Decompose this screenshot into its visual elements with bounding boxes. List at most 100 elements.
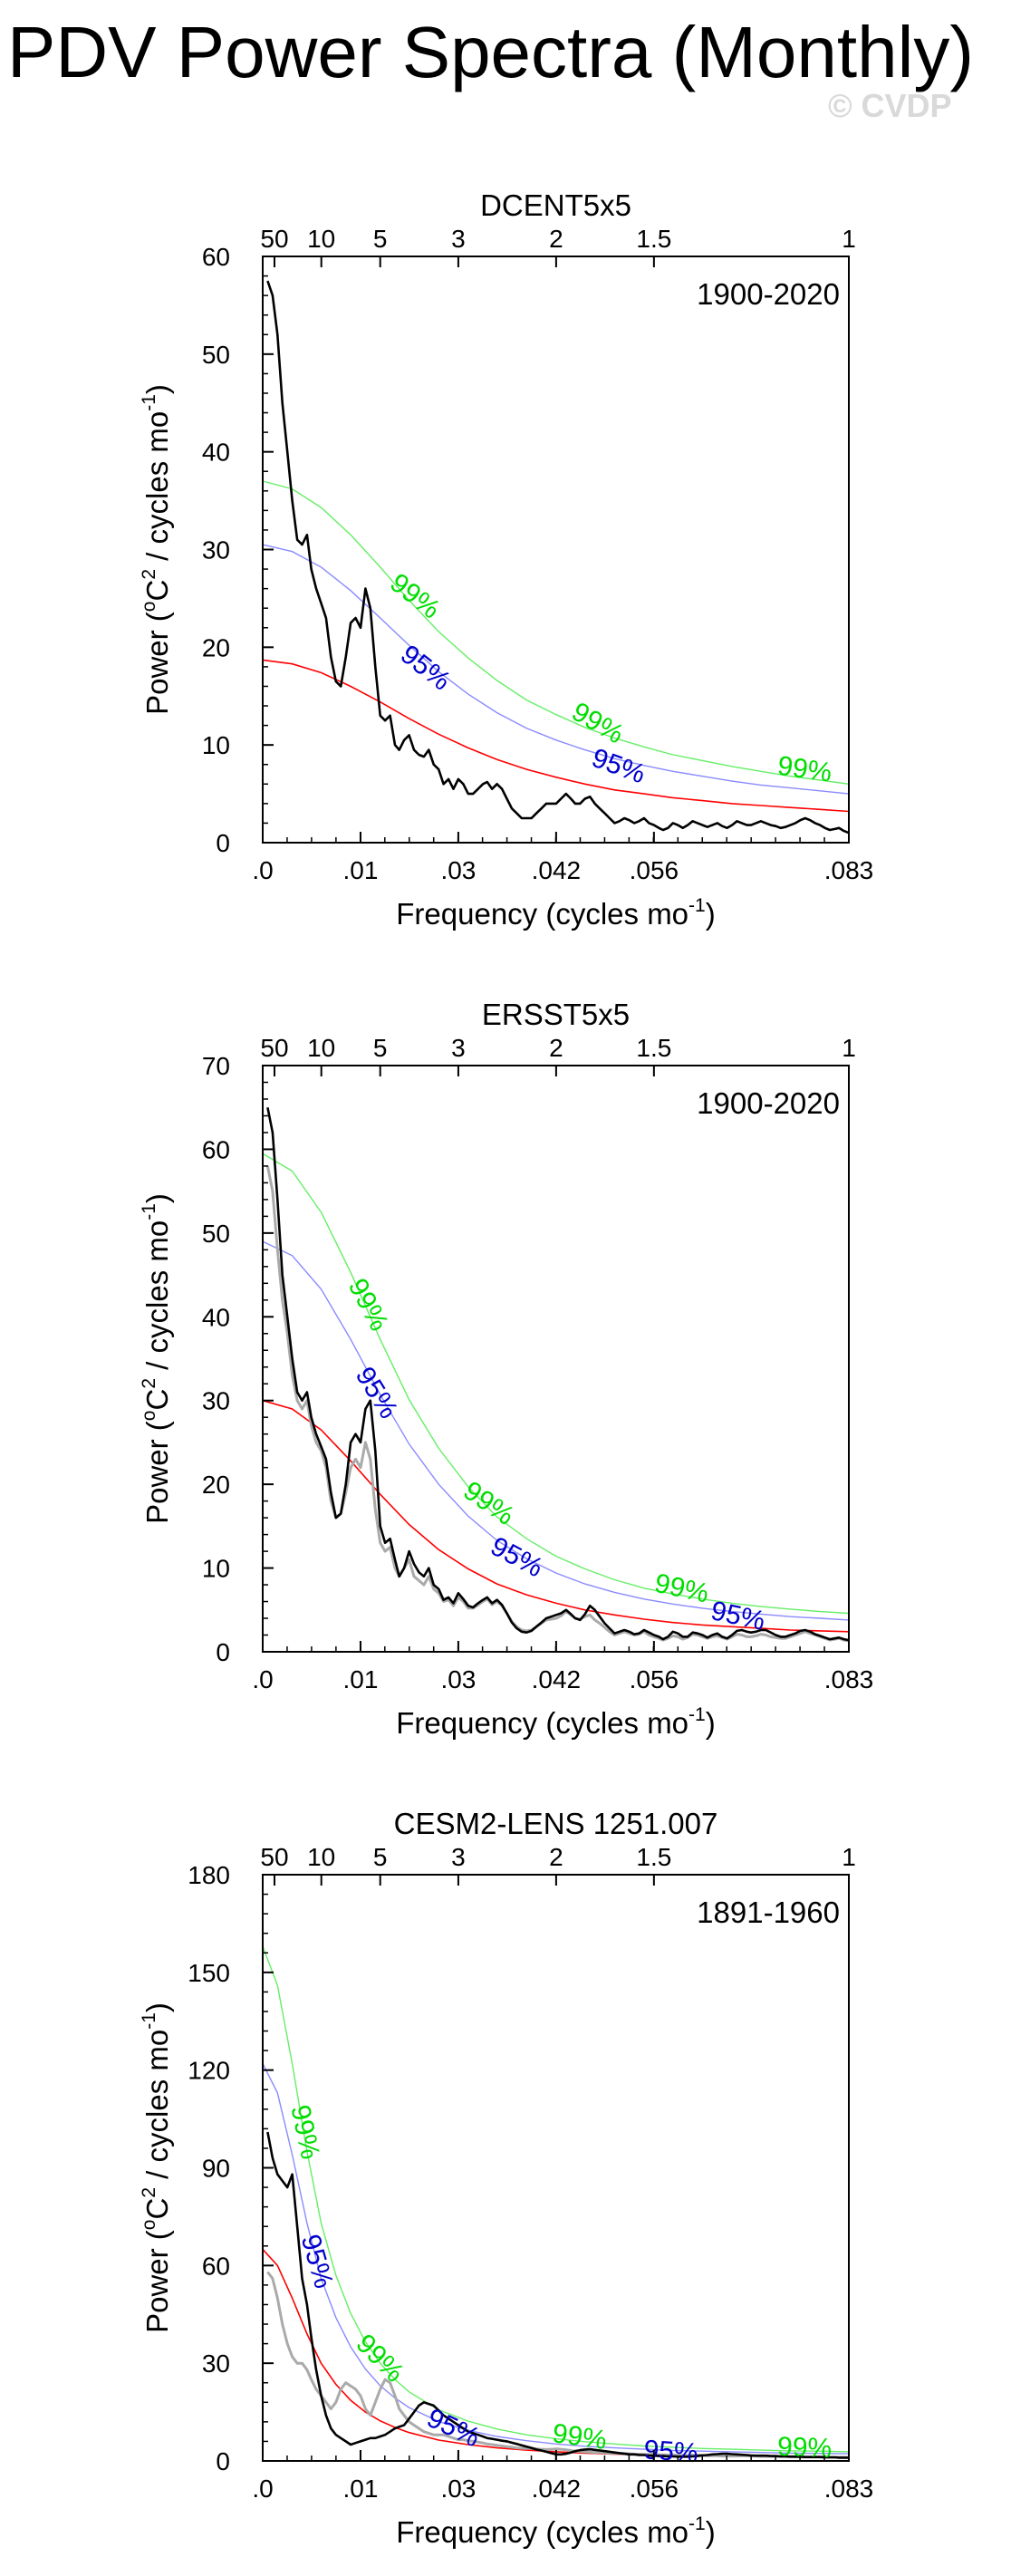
ci95-curve — [262, 1240, 850, 1621]
x-axis-label: Frequency (cycles mo-1) — [396, 895, 715, 931]
top-tick-label: 1 — [842, 1843, 856, 1871]
top-tick-label: 1.5 — [636, 1843, 671, 1871]
ci95-curve — [262, 2063, 850, 2455]
y-tick-label: 20 — [202, 633, 230, 661]
ci-label-95: 95% — [295, 2231, 339, 2291]
x-tick-label: .0 — [252, 1665, 273, 1693]
period-label: 1891-1960 — [697, 1896, 840, 1929]
x-tick-label: .03 — [440, 856, 476, 884]
chart-title: DCENT5x5 — [480, 188, 631, 222]
y-tick-label: 70 — [202, 1052, 230, 1080]
ci-label-99: 99% — [457, 1476, 519, 1531]
y-tick-label: 60 — [202, 1135, 230, 1163]
x-axis-label: Frequency (cycles mo-1) — [396, 2513, 715, 2549]
y-tick-label: 0 — [216, 1638, 230, 1666]
x-tick-label: .042 — [532, 856, 582, 884]
red-noise-curve — [262, 659, 850, 813]
x-tick-label: .042 — [532, 2475, 582, 2503]
ci-label-99: 99% — [284, 2102, 325, 2162]
top-tick-label: 1 — [842, 1034, 856, 1062]
red-noise-curve — [262, 1399, 850, 1633]
chart-title: CESM2-LENS 1251.007 — [394, 1807, 718, 1840]
top-tick-label: 1.5 — [636, 1034, 671, 1062]
chart-title: ERSST5x5 — [482, 998, 630, 1031]
ci-label-95: 95% — [486, 1531, 548, 1583]
top-tick-label: 5 — [373, 1843, 388, 1871]
top-tick-label: 3 — [451, 1034, 466, 1062]
y-tick-label: 10 — [202, 731, 230, 759]
top-tick-label: 10 — [307, 225, 335, 253]
y-tick-label: 150 — [188, 1959, 230, 1987]
ci99-curve — [262, 480, 850, 785]
y-tick-label: 0 — [216, 829, 230, 857]
ci-label-99: 99% — [342, 1274, 394, 1336]
series-observed-line — [266, 280, 850, 835]
top-tick-label: 10 — [307, 1034, 335, 1062]
y-tick-label: 30 — [202, 536, 230, 564]
ci-label-95: 95% — [395, 640, 457, 697]
ci-label-99: 99% — [384, 568, 446, 625]
x-tick-label: .056 — [630, 2475, 679, 2503]
series-secondary-line — [265, 1165, 850, 1643]
x-tick-label: .0 — [252, 856, 273, 884]
top-tick-label: 10 — [307, 1843, 335, 1871]
ci-label-95: 95% — [422, 2403, 484, 2453]
y-axis-label: Power (oC2 / cycles mo-1) — [139, 1193, 174, 1524]
y-tick-label: 40 — [202, 1303, 230, 1331]
ci-label-95: 95% — [588, 743, 650, 790]
ci-label-99: 99% — [777, 2432, 833, 2464]
y-tick-label: 50 — [202, 341, 230, 369]
y-tick-label: 40 — [202, 439, 230, 467]
x-tick-label: .03 — [440, 1665, 476, 1693]
y-tick-label: 120 — [188, 2057, 230, 2085]
x-tick-label: .056 — [630, 856, 679, 884]
chart-panel-1: 99%95%99%95% 99%0102030405060.0.01.03.042… — [139, 188, 873, 931]
x-tick-label: .083 — [824, 1665, 874, 1693]
top-tick-label: 50 — [260, 1843, 288, 1871]
top-tick-label: 2 — [549, 1034, 563, 1062]
ci-label-95: 95% — [708, 1596, 768, 1636]
x-tick-label: .01 — [342, 2475, 378, 2503]
chart-panel-3: 99%95%99%95% 99% 95% 99%0306090120150180.0.… — [139, 1807, 873, 2549]
top-tick-label: 50 — [260, 1034, 288, 1062]
top-tick-label: 3 — [451, 1843, 466, 1871]
chart-panel-2: 99%95%99%95%99%95%010203040506070.0.01.0… — [139, 998, 873, 1740]
ci-label-95: 95% — [643, 2435, 699, 2468]
ci-label-99: 99% — [775, 751, 833, 788]
top-tick-label: 50 — [260, 225, 288, 253]
top-tick-label: 3 — [451, 225, 466, 253]
series-observed-line — [266, 2131, 849, 2459]
watermark-text: © CVDP — [828, 87, 952, 124]
top-tick-label: 2 — [549, 1843, 563, 1871]
y-tick-label: 90 — [202, 2155, 230, 2183]
x-tick-label: .056 — [630, 1665, 679, 1693]
y-tick-label: 60 — [202, 243, 230, 271]
y-tick-label: 0 — [216, 2447, 230, 2475]
y-axis-label: Power (oC2 / cycles mo-1) — [139, 2002, 174, 2333]
ci95-curve — [262, 544, 850, 795]
x-tick-label: .042 — [532, 1665, 582, 1693]
x-axis-label: Frequency (cycles mo-1) — [396, 1704, 715, 1740]
period-label: 1900-2020 — [697, 277, 840, 311]
top-tick-label: 1 — [842, 225, 856, 253]
y-tick-label: 30 — [202, 2349, 230, 2378]
top-tick-label: 5 — [373, 1034, 388, 1062]
ci99-curve — [262, 1945, 850, 2453]
x-tick-label: .03 — [440, 2475, 476, 2503]
plot-frame — [262, 256, 850, 844]
period-label: 1900-2020 — [697, 1086, 840, 1120]
top-tick-label: 2 — [549, 225, 563, 253]
y-tick-label: 30 — [202, 1387, 230, 1415]
y-tick-label: 60 — [202, 2252, 230, 2280]
x-tick-label: .0 — [252, 2475, 273, 2503]
top-tick-label: 5 — [373, 225, 388, 253]
x-tick-label: .083 — [824, 2475, 874, 2503]
page-title: PDV Power Spectra (Monthly) — [7, 12, 975, 92]
y-tick-label: 180 — [188, 1861, 230, 1889]
y-tick-label: 50 — [202, 1220, 230, 1248]
y-tick-label: 20 — [202, 1471, 230, 1499]
x-tick-label: .01 — [342, 1665, 378, 1693]
x-tick-label: .01 — [342, 856, 378, 884]
top-tick-label: 1.5 — [636, 225, 671, 253]
